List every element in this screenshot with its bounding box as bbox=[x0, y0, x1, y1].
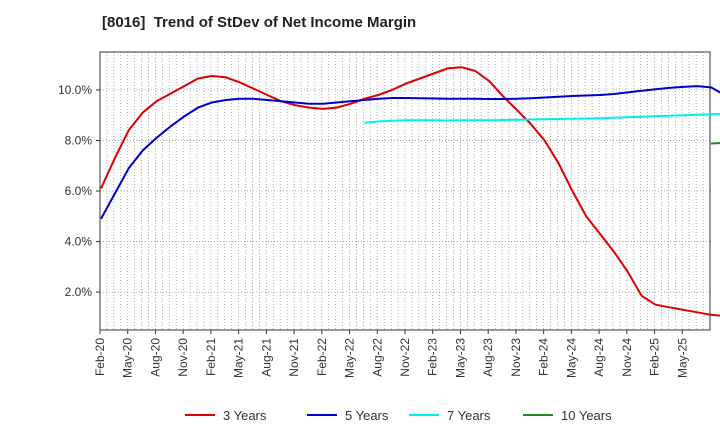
y-tick-label: 2.0% bbox=[65, 285, 93, 299]
x-tick-label: Feb-20 bbox=[93, 338, 107, 376]
x-tick-label: May-20 bbox=[121, 338, 135, 378]
x-tick-label: Nov-24 bbox=[620, 338, 634, 377]
x-tick-label: Feb-22 bbox=[315, 338, 329, 376]
x-axis: Feb-20 May-20 Aug-20 Nov-20 Feb-21 May-21 Aug-… bbox=[93, 330, 689, 378]
y-tick-label: 4.0% bbox=[65, 235, 93, 249]
series-line-3-years bbox=[100, 66, 720, 317]
x-tick-label: May-25 bbox=[675, 338, 689, 378]
legend-label: 5 Years bbox=[345, 408, 389, 423]
x-tick-label: May-24 bbox=[564, 338, 578, 378]
x-tick-label: Feb-23 bbox=[426, 338, 440, 376]
x-tick-label: Feb-21 bbox=[204, 338, 218, 376]
x-tick-label: Aug-23 bbox=[481, 338, 495, 377]
x-tick-label: Nov-20 bbox=[176, 338, 190, 377]
x-tick-label: Nov-21 bbox=[287, 338, 301, 377]
x-tick-label: Feb-25 bbox=[648, 338, 662, 376]
x-tick-label: Aug-20 bbox=[148, 338, 162, 377]
y-axis: 2.0% 4.0% 6.0% 8.0% 10.0% bbox=[58, 83, 100, 299]
x-tick-label: Aug-24 bbox=[592, 338, 606, 377]
series-lines bbox=[100, 66, 720, 317]
legend: 3 Years 5 Years 7 Years 10 Years bbox=[185, 408, 612, 423]
x-tick-label: Feb-24 bbox=[537, 338, 551, 376]
series-line-7-years bbox=[364, 113, 720, 124]
legend-label: 3 Years bbox=[223, 408, 267, 423]
x-tick-label: Aug-22 bbox=[370, 338, 384, 377]
y-tick-label: 6.0% bbox=[65, 184, 93, 198]
chart-title: [8016] Trend of StDev of Net Income Marg… bbox=[102, 14, 417, 31]
legend-label: 10 Years bbox=[561, 408, 612, 423]
x-tick-label: Aug-21 bbox=[259, 338, 273, 377]
x-tick-label: May-21 bbox=[232, 338, 246, 378]
x-tick-label: Nov-23 bbox=[509, 338, 523, 377]
legend-label: 7 Years bbox=[447, 408, 491, 423]
x-tick-label: May-22 bbox=[343, 338, 357, 378]
y-tick-label: 10.0% bbox=[58, 83, 92, 97]
series-line-10-years bbox=[710, 142, 720, 145]
series-line-5-years bbox=[100, 85, 720, 220]
x-tick-label: May-23 bbox=[453, 338, 467, 378]
y-tick-label: 8.0% bbox=[65, 133, 93, 147]
x-tick-label: Nov-22 bbox=[398, 338, 412, 377]
